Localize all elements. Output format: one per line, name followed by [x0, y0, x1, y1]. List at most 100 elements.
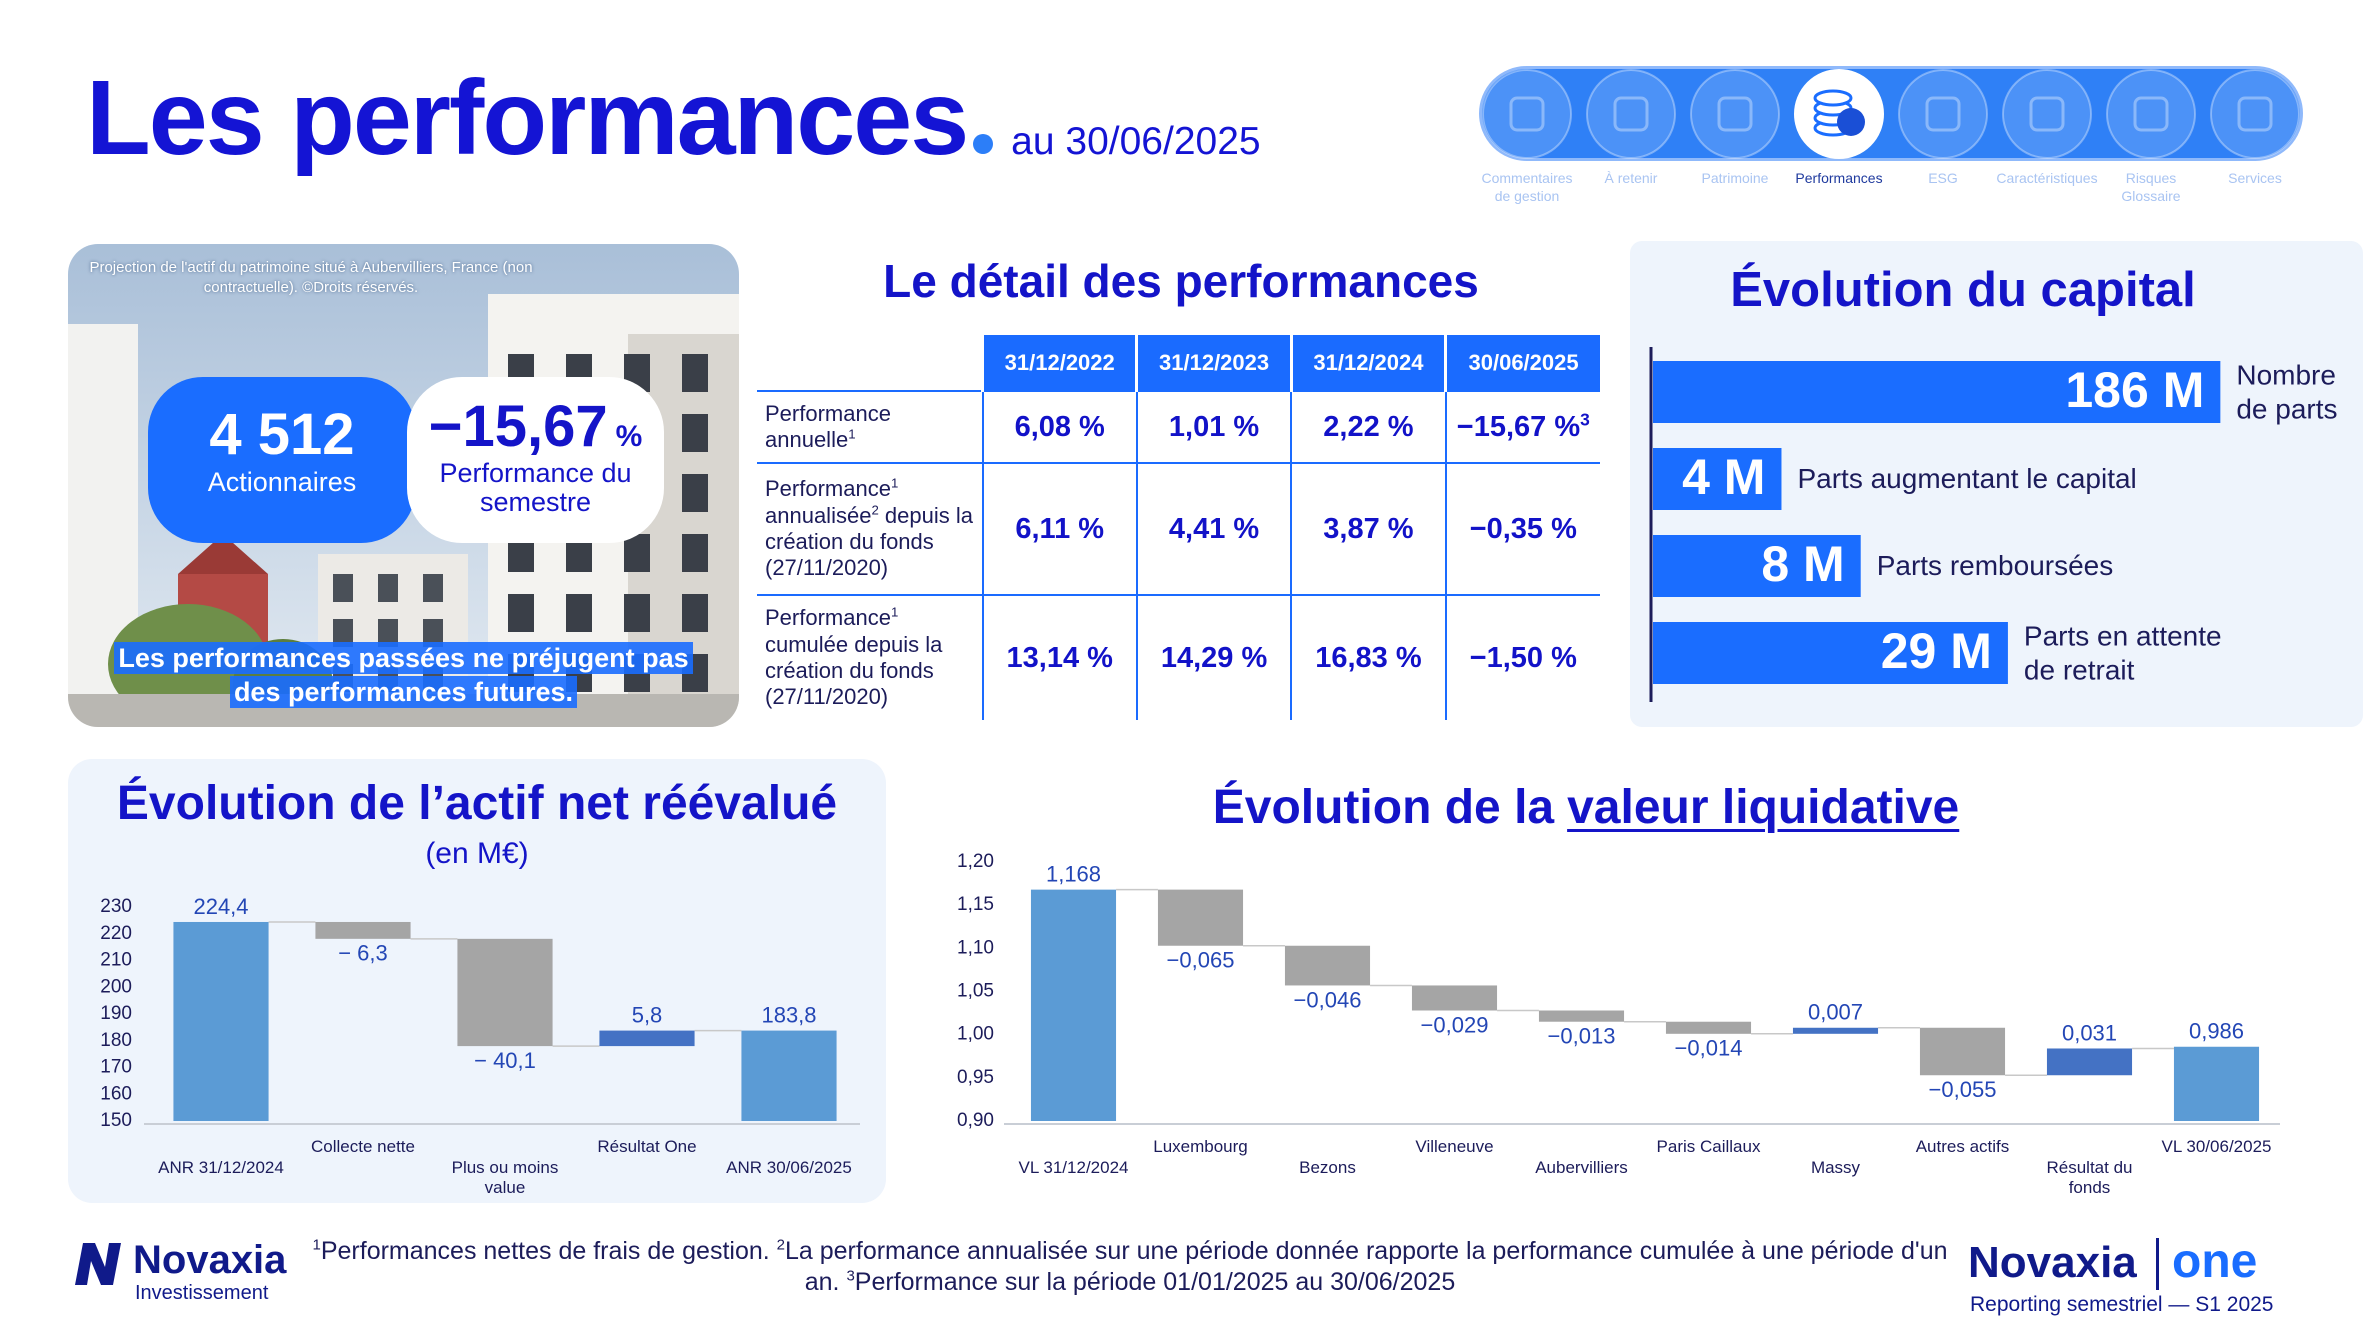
row-label: Performance1 annualisée2 depuis la créat… — [757, 462, 983, 595]
bar — [1411, 985, 1498, 1011]
window — [682, 354, 708, 392]
column-header: 31/12/2023 — [1135, 335, 1292, 391]
nav-label: Services — [2228, 170, 2282, 186]
semester-value-row: −15,67% — [407, 395, 664, 459]
window — [333, 574, 353, 602]
page-title: Les performances — [86, 59, 969, 177]
table-cell: −1,50 % — [1444, 594, 1600, 720]
bar — [315, 921, 411, 939]
category-label: Parts augmentant le capital — [1797, 463, 2137, 495]
bar — [1792, 1027, 1879, 1034]
y-tick-label: 0,90 — [957, 1110, 994, 1131]
category-label: Parts remboursées — [1876, 550, 2114, 582]
nav-icon — [1690, 69, 1780, 159]
page-date: au 30/06/2025 — [1011, 120, 1261, 163]
bar — [1030, 889, 1117, 1121]
nav-label: Commentaires de gestion — [1481, 170, 1573, 204]
semester-label: Performance du semestre — [439, 457, 632, 518]
value-label: −0,046 — [1294, 987, 1362, 1012]
bar — [1919, 1027, 2006, 1076]
text-part: annualisée — [765, 502, 872, 528]
x-tick-label: Massy — [1810, 1158, 1861, 1177]
table-row: Performance annuelle1 6,08 % 1,01 % 2,22 % −… — [757, 390, 1600, 463]
nav-glyph — [1717, 96, 1753, 132]
table-row: Performance1 cumulée depuis la création … — [757, 594, 1600, 720]
y-tick-label: 1,20 — [957, 851, 994, 872]
nav-icon — [2210, 69, 2300, 159]
text-part: Performance sur la période 01/01/2025 au… — [854, 1267, 1456, 1296]
bar — [1653, 448, 1782, 510]
nav-label: Patrimoine — [1701, 170, 1769, 186]
chart-title: Évolution du capital — [1730, 263, 2196, 317]
window — [624, 534, 650, 572]
x-tick-label: VL 31/12/2024 — [1018, 1158, 1129, 1177]
nav-icon — [2002, 69, 2092, 159]
nav-glyph — [2237, 96, 2273, 132]
logo-n — [75, 1243, 121, 1285]
text-part: Performance — [765, 605, 891, 631]
value-label: −0,065 — [1167, 948, 1235, 973]
y-tick-label: 0,95 — [957, 1067, 994, 1088]
value-label: 186 M — [2065, 362, 2204, 418]
brand-separator — [2156, 1238, 2159, 1290]
table-cell: 6,08 % — [981, 390, 1137, 463]
table-cell: 3,87 % — [1290, 462, 1446, 595]
brand-sub: Reporting semestriel — S1 2025 — [1970, 1293, 2274, 1316]
table-cell: 16,83 % — [1290, 594, 1446, 720]
y-tick-label: 180 — [100, 1030, 132, 1051]
value-label: −0,029 — [1421, 1012, 1489, 1037]
value-label: 183,8 — [761, 1002, 816, 1027]
table-cell: −15,67 %3 — [1444, 390, 1600, 463]
chart-title: Évolution de l’actif net réévalué — [116, 777, 838, 830]
column-header: 31/12/2024 — [1289, 335, 1446, 391]
x-tick-label: VL 30/06/2025 — [2161, 1137, 2272, 1156]
text-part: depuis la création du fonds (27/11/2020) — [765, 502, 973, 581]
window — [423, 619, 443, 647]
bar — [741, 1030, 837, 1121]
table-cell: 4,41 % — [1135, 462, 1292, 595]
nav-label: ESG — [1928, 170, 1958, 186]
column-header: 31/12/2022 — [981, 335, 1137, 391]
brand-name: Novaxia — [1968, 1238, 2137, 1287]
y-tick-label: 160 — [100, 1083, 132, 1104]
nav-glyph — [2133, 96, 2169, 132]
window — [682, 474, 708, 512]
category-label: Nombre de parts — [2236, 359, 2338, 424]
bar — [1653, 535, 1861, 597]
y-tick-label: 1,05 — [957, 981, 994, 1002]
footnote-mark: 2 — [776, 1236, 785, 1254]
text-part: cumulée depuis la création du fonds (27/… — [765, 631, 943, 710]
bar — [2173, 1046, 2260, 1121]
value-label: 0,986 — [2189, 1019, 2244, 1044]
footnotes: 1Performances nettes de frais de gestion… — [300, 1236, 1960, 1297]
row-label: Performance1 cumulée depuis la création … — [757, 594, 983, 720]
window — [624, 594, 650, 632]
table-cell: 13,14 % — [981, 594, 1137, 720]
x-tick-label: Bezons — [1299, 1158, 1356, 1177]
table-row: Performance1 annualisée2 depuis la créat… — [757, 462, 1600, 595]
logo-name: Novaxia — [133, 1238, 287, 1282]
title-dot — [973, 134, 994, 154]
nav-icon — [1898, 69, 1988, 159]
x-tick-label: Résultat du fonds — [2046, 1158, 2133, 1198]
nav-icon — [1586, 69, 1676, 159]
x-tick-label: Luxembourg — [1153, 1137, 1248, 1156]
window — [682, 534, 708, 572]
x-tick-label: Collecte nette — [311, 1137, 415, 1156]
y-tick-label: 220 — [100, 923, 132, 944]
footnote-mark: 1 — [312, 1236, 321, 1254]
nav-icon — [1482, 69, 1572, 159]
footnote-mark: 1 — [890, 604, 899, 620]
semester-unit: % — [615, 420, 643, 453]
window — [682, 594, 708, 632]
x-tick-label: Plus ou moins value — [451, 1158, 559, 1198]
nav-icon — [2106, 69, 2196, 159]
table-cell: −0,35 % — [1444, 462, 1600, 595]
window — [378, 619, 398, 647]
nav-label: Caractéristiques — [1996, 170, 2098, 186]
nav-label: Performances — [1795, 170, 1883, 186]
x-tick-label: Résultat One — [597, 1137, 697, 1156]
